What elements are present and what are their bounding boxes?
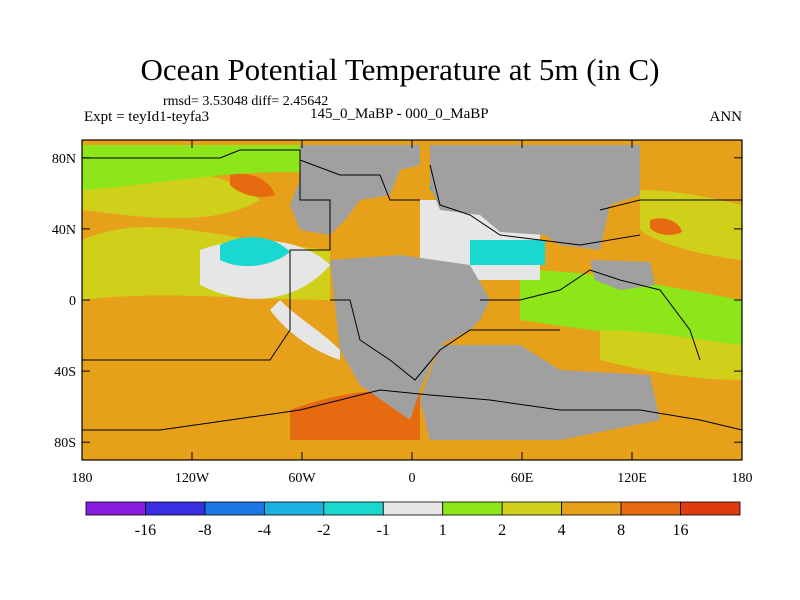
colorbar-label: -16 bbox=[135, 522, 156, 539]
land-gondwana-east bbox=[420, 345, 660, 440]
x-tick-label: 120E bbox=[617, 471, 647, 486]
colorbar-label: -8 bbox=[198, 522, 211, 539]
x-tick-label: 180 bbox=[732, 471, 753, 486]
colorbar-box-10 bbox=[680, 501, 741, 516]
field-kuroshio-hot bbox=[650, 218, 682, 235]
y-axis: 80N 40N 0 40S 80S bbox=[52, 152, 742, 451]
y-tick-label: 80N bbox=[52, 152, 76, 167]
colorbar-box-2 bbox=[204, 501, 265, 516]
season-label: ANN bbox=[709, 109, 743, 125]
colorbar-boxes bbox=[85, 501, 741, 516]
land-mask bbox=[290, 145, 660, 440]
field-indian-south bbox=[600, 330, 742, 380]
y-tick-label: 80S bbox=[54, 436, 76, 451]
colorbar-label: 16 bbox=[673, 522, 689, 539]
x-tick-label: 60E bbox=[511, 471, 534, 486]
field-antarctic-margin bbox=[82, 440, 742, 460]
colorbar-box-9 bbox=[620, 501, 681, 516]
colorbar-box-7 bbox=[501, 501, 563, 516]
land-southeast-asia bbox=[590, 260, 655, 290]
field-north-pacific-hot bbox=[230, 173, 275, 197]
y-tick-label: 40S bbox=[54, 365, 76, 380]
land-gondwana-west bbox=[330, 255, 490, 420]
colorbar-labels: -16 -8 -4 -2 -1 1 2 4 8 16 bbox=[135, 522, 689, 539]
field-arctic-pacific bbox=[82, 145, 330, 190]
colorbar-label: 4 bbox=[558, 522, 566, 539]
colorbar-label: 8 bbox=[617, 522, 625, 539]
field-tethys-cyan bbox=[470, 240, 545, 265]
experiment-label: Expt = teyId1-teyfa3 bbox=[84, 109, 210, 125]
y-tick-label: 40N bbox=[52, 223, 76, 238]
x-tick-label: 0 bbox=[409, 471, 416, 486]
x-tick-label: 120W bbox=[175, 471, 210, 486]
period-label: 145_0_MaBP - 000_0_MaBP bbox=[310, 106, 489, 122]
field-east-pacific-cyan bbox=[220, 237, 290, 267]
x-tick-label: 180 bbox=[72, 471, 93, 486]
field-northwest-pacific bbox=[640, 190, 742, 260]
x-tick-label: 60W bbox=[288, 471, 316, 486]
field-indian-ocean bbox=[520, 270, 742, 350]
colorbar-label: 1 bbox=[439, 522, 447, 539]
x-axis: 180 120W 60W 0 60E 120E 180 bbox=[72, 140, 753, 486]
colorbar-box-3 bbox=[263, 501, 325, 516]
colorbar-label: -1 bbox=[377, 522, 390, 539]
colorbar-box-4 bbox=[323, 501, 384, 516]
y-tick-label: 0 bbox=[69, 294, 76, 309]
field-southeast-pacific-white bbox=[270, 300, 340, 360]
stats-label: rmsd= 3.53048 diff= 2.45642 bbox=[163, 94, 329, 109]
colorbar-label: -4 bbox=[258, 522, 271, 539]
colorbar-box-0 bbox=[85, 501, 146, 516]
land-north-america bbox=[290, 145, 420, 235]
colorbar-box-5 bbox=[382, 501, 444, 516]
coastline-outlines bbox=[82, 149, 743, 431]
colorbar-box-8 bbox=[561, 501, 622, 516]
colorbar-box-1 bbox=[145, 501, 206, 516]
colorbar-label: 2 bbox=[498, 522, 506, 539]
colorbar-box-6 bbox=[442, 501, 503, 516]
chart-title: Ocean Potential Temperature at 5m (in C) bbox=[140, 52, 660, 87]
land-eurasia bbox=[430, 145, 640, 250]
colorbar-label: -2 bbox=[317, 522, 330, 539]
